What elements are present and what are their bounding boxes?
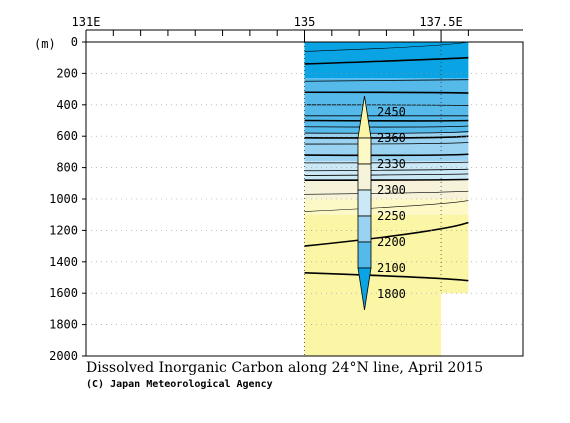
band-0 [304, 42, 469, 79]
legend-swatch-2 [357, 163, 372, 191]
y-tick-label-5: 1000 [49, 192, 78, 206]
contour-4 [304, 104, 469, 106]
contour-8 [304, 131, 469, 134]
y-tick-label-8: 1600 [49, 286, 78, 300]
contour-7 [304, 125, 469, 128]
contour-12 [304, 161, 469, 164]
contour-14 [304, 173, 469, 176]
chart-title: Dissolved Inorganic Carbon along 24°N li… [86, 360, 483, 376]
colorbar-legend: 2450 2360 2330 2300 2250 2200 2100 1800 [357, 95, 406, 311]
band-6 [304, 214, 469, 294]
contour-3 [304, 91, 469, 94]
contour-2 [304, 79, 469, 82]
y-tick-label-10: 2000 [49, 349, 78, 363]
band-5 [304, 199, 469, 215]
legend-label-0: 2450 [377, 105, 406, 119]
y-tick-label-1: 200 [56, 66, 78, 80]
legend-swatch-5 [357, 241, 372, 269]
legend-label-5: 2200 [377, 235, 406, 249]
band-1 [304, 78, 469, 134]
y-tick-label-0: 0 [71, 35, 78, 49]
contour-19 [304, 271, 469, 282]
legend-label-1: 2360 [377, 131, 406, 145]
y-tick-label-6: 1200 [49, 223, 78, 237]
legend-label-2: 2330 [377, 157, 406, 171]
contour-0 [304, 41, 469, 52]
y-tick-label-4: 800 [56, 161, 78, 175]
legend-swatch-6 [357, 267, 372, 311]
y-tick-label-7: 1400 [49, 255, 78, 269]
y-tick-label-9: 1800 [49, 318, 78, 332]
legend-label-7: 1800 [377, 287, 406, 301]
legend-swatch-4 [357, 215, 372, 243]
band-4 [304, 180, 469, 199]
y-tick-label-2: 400 [56, 98, 78, 112]
legend-label-3: 2300 [377, 183, 406, 197]
legend-label-6: 2100 [377, 261, 406, 275]
legend-label-4: 2250 [377, 209, 406, 223]
plot-area [86, 41, 523, 356]
credit-text: (C) Japan Meteorological Agency [86, 378, 273, 390]
contour-17 [304, 200, 469, 212]
x-tick-label-0: 131E [72, 15, 101, 29]
axes: 131E 135 137.5E 0 200 400 600 800 1000 1200 1400 16… [49, 15, 524, 363]
y-unit-label: (m) [34, 37, 56, 51]
x-tick-label-2: 137.5E [419, 15, 462, 29]
legend-swatch-3 [357, 189, 372, 217]
y-tick-label-3: 600 [56, 129, 78, 143]
band-6-deep [304, 293, 442, 356]
x-tick-label-1: 135 [294, 15, 316, 29]
contour-9 [304, 135, 469, 139]
legend-swatch-1 [357, 137, 372, 165]
contour-16 [304, 190, 469, 195]
contour-15 [304, 178, 469, 181]
contour-13 [304, 168, 469, 172]
contour-1 [304, 56, 469, 65]
contour-10 [304, 142, 469, 145]
contour-18 [304, 221, 469, 247]
contour-11 [304, 153, 469, 157]
